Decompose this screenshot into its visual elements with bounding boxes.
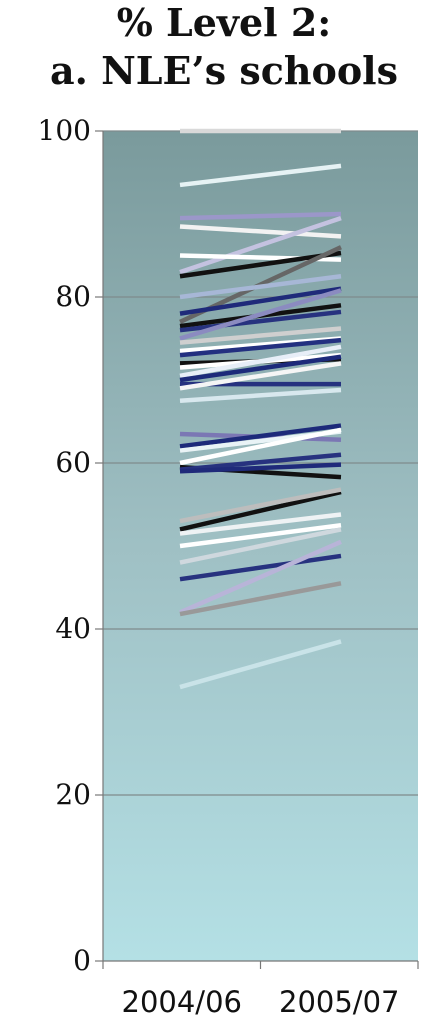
series-line-37 [179, 539, 342, 615]
series-line-36 [179, 553, 342, 582]
series-line-31 [179, 489, 342, 532]
series-line-2 [179, 163, 342, 188]
series-line-16 [179, 337, 342, 358]
series-line-5 [179, 216, 342, 275]
series-line-38 [179, 581, 342, 617]
series-line-27 [179, 427, 342, 466]
y-tick-label: 60 [55, 446, 91, 479]
y-tick-label: 80 [55, 280, 91, 313]
series-line-29 [179, 452, 342, 472]
series-line-3 [179, 211, 342, 221]
x-tick-label: 2004/06 [122, 985, 242, 1019]
y-tick-label: 20 [55, 778, 91, 811]
series-line-9 [179, 274, 342, 300]
series-line-23 [179, 387, 342, 403]
series-line-20 [179, 354, 342, 383]
series-line-10 [179, 286, 342, 316]
series-line-33 [179, 512, 342, 536]
series-line-39 [179, 639, 342, 690]
series-line-22 [179, 361, 342, 391]
chart-title-line-1: % Level 2: [116, 0, 332, 45]
series-line-13 [179, 288, 342, 341]
series-line-34 [179, 523, 342, 549]
series-line-35 [179, 527, 342, 565]
x-tick-label: 2005/07 [279, 985, 399, 1019]
series-line-19 [179, 344, 342, 379]
series-line-32 [179, 487, 342, 524]
series-line-25 [179, 423, 342, 449]
series-line-7 [179, 250, 342, 279]
y-tick-label: 100 [38, 114, 91, 147]
series-line-14 [179, 326, 342, 345]
series-line-30 [179, 462, 342, 474]
y-tick-label: 40 [55, 612, 91, 645]
series-line-12 [179, 309, 342, 333]
series-line-4 [179, 224, 342, 239]
chart-title-line-2: a. NLE’s schools [49, 48, 399, 93]
y-tick-label: 0 [73, 944, 91, 977]
